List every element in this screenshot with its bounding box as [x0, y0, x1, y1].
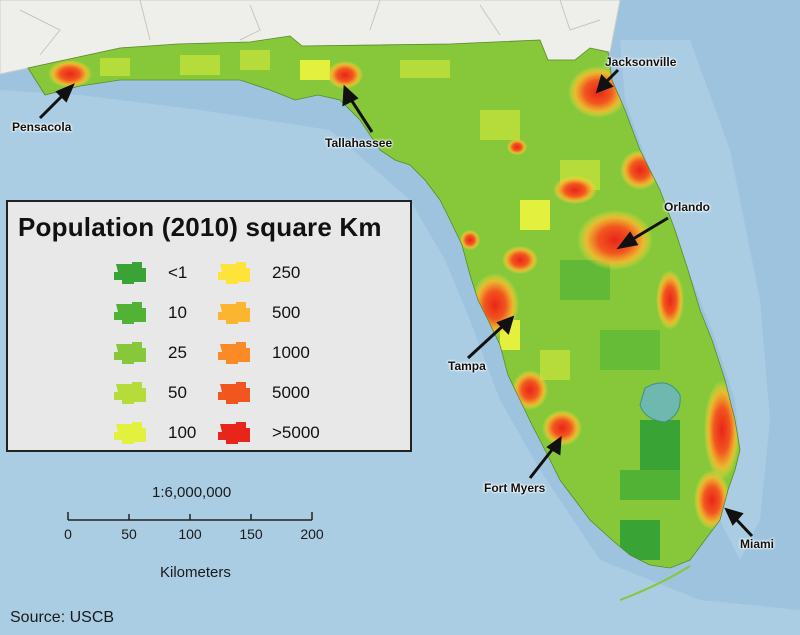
legend: Population (2010) square Km <1 10 25 50 … [6, 200, 412, 452]
city-label-tallahassee: Tallahassee [325, 136, 393, 150]
legend-swatch [112, 302, 148, 324]
legend-label: 100 [168, 423, 197, 442]
scale-unit: Kilometers [160, 564, 231, 581]
arrow-head-jacksonville [595, 74, 614, 94]
arrow-orlando [627, 216, 669, 244]
city-label-tampa: Tampa [448, 359, 486, 373]
legend-swatch [216, 302, 252, 324]
legend-label: 5000 [272, 383, 310, 402]
city-label-miami: Miami [740, 537, 775, 551]
legend-label: 25 [168, 343, 187, 362]
scale-tick-label: 200 [300, 526, 324, 542]
legend-label: 10 [168, 303, 187, 322]
legend-swatch [216, 262, 252, 284]
scale-tick-label: 150 [239, 526, 263, 542]
legend-label: 500 [272, 303, 301, 322]
atlantic-shelf [620, 40, 770, 560]
legend-title: Population (2010) square Km [18, 212, 382, 242]
city-label-orlando: Orlando [664, 200, 711, 214]
arrow-head-pensacola [55, 83, 75, 103]
arrow-tampa [466, 322, 507, 360]
legend-swatch [216, 382, 252, 404]
legend-swatch [216, 422, 252, 444]
scale-tick-label: 0 [64, 526, 72, 542]
arrow-head-tampa [496, 315, 515, 335]
city-label-fort-myers: Fort Myers [484, 481, 546, 495]
city-label-pensacola: Pensacola [12, 120, 72, 134]
scale-tick-label: 50 [121, 526, 137, 542]
arrow-tallahassee [348, 97, 374, 133]
city-label-jacksonville: Jacksonville [605, 55, 677, 69]
arrows [38, 68, 754, 538]
arrow-head-fort-myers [546, 435, 562, 456]
scale-bar [67, 512, 313, 521]
roads [19, 0, 601, 56]
florida-keys [619, 565, 691, 601]
legend-label: <1 [168, 263, 188, 282]
arrow-head-orlando [616, 231, 639, 250]
legend-label: >5000 [272, 423, 320, 442]
source-credit: Source: USCB [10, 609, 115, 626]
legend-label: 50 [168, 383, 187, 402]
legend-label: 250 [272, 263, 301, 282]
legend-swatch [112, 422, 148, 444]
lake-okeechobee [639, 382, 681, 423]
arrow-head-tallahassee [342, 84, 359, 107]
legend-swatch [112, 382, 148, 404]
scale-tick-label: 100 [178, 526, 202, 542]
legend-swatch [112, 342, 148, 364]
legend-swatch [216, 342, 252, 364]
arrow-head-miami [724, 507, 744, 526]
legend-swatch [112, 262, 148, 284]
legend-label: 1000 [272, 343, 310, 362]
scale-ratio: 1:6,000,000 [152, 484, 232, 501]
arrow-fort-myers [528, 445, 557, 479]
